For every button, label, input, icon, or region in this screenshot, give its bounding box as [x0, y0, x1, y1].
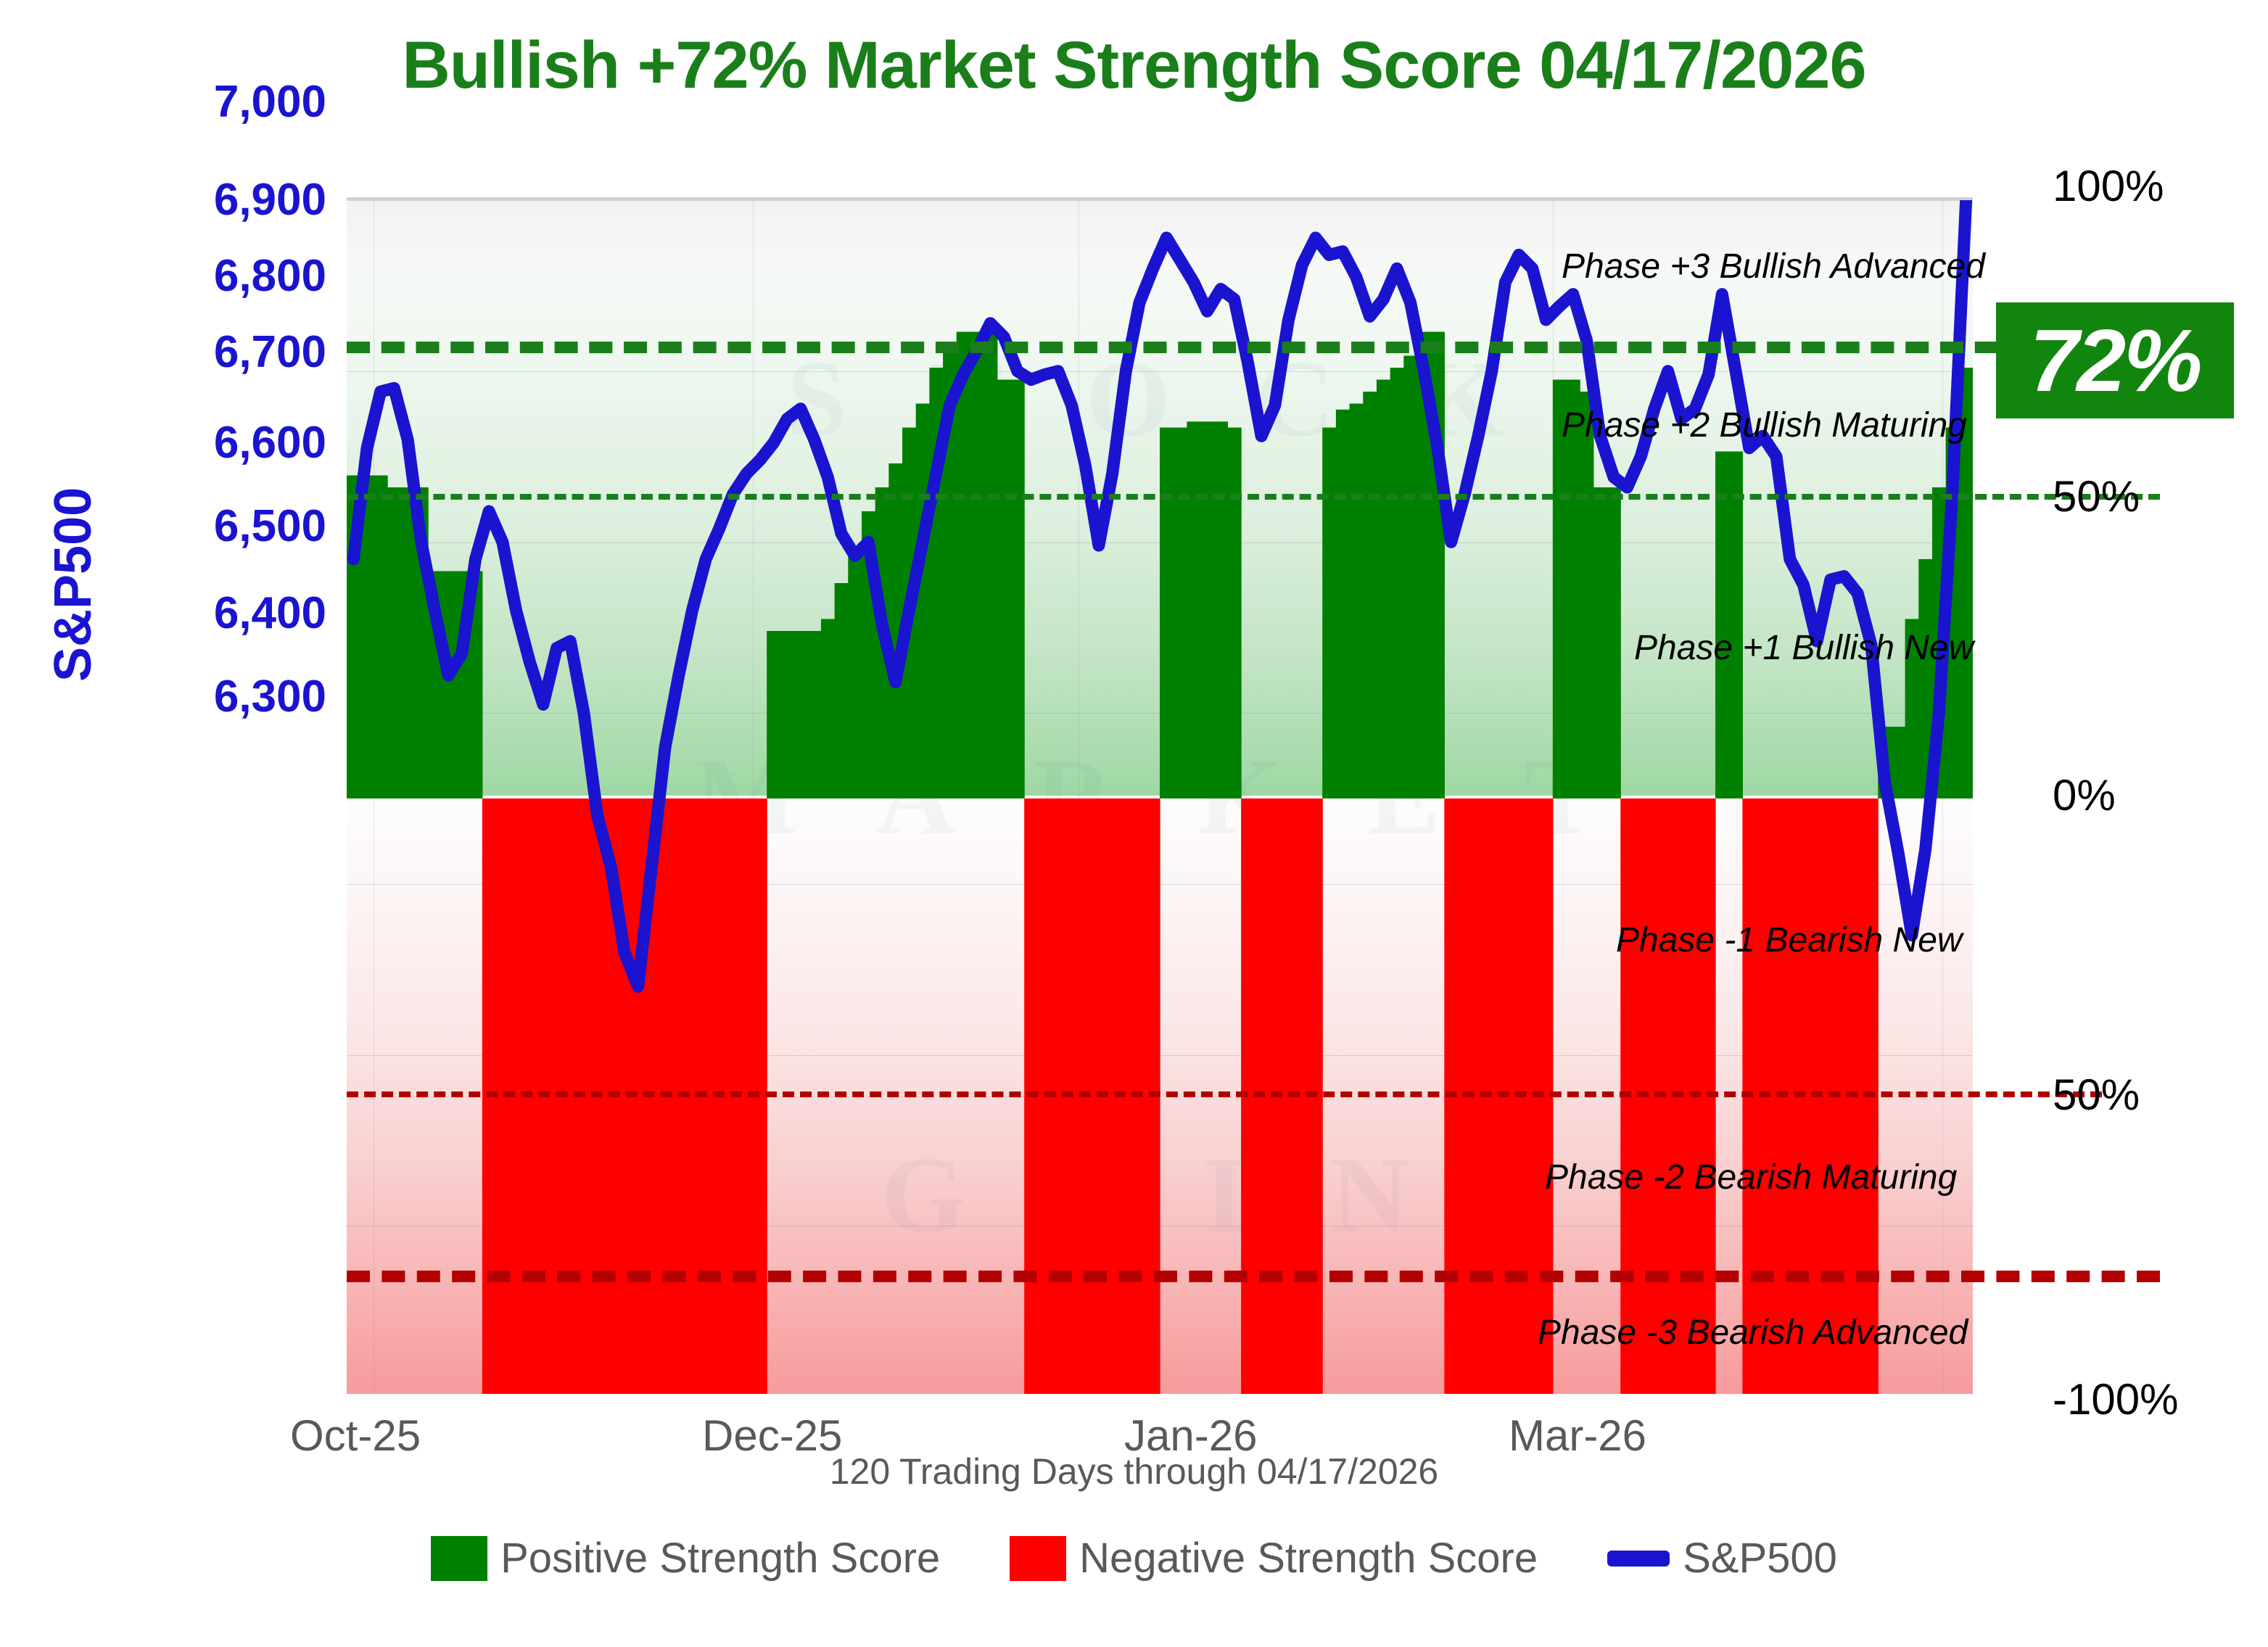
right-tick-3: 50% — [2053, 1070, 2140, 1119]
legend-swatch-positive — [431, 1535, 488, 1581]
left-tick-2: 6,800 — [213, 251, 326, 301]
bar — [387, 487, 402, 798]
bar — [915, 403, 930, 798]
bar — [1200, 421, 1215, 798]
bar — [1227, 427, 1242, 798]
phase-label-minus2: Phase -2 Bearish Maturing — [1545, 1158, 1958, 1197]
gridline-v — [753, 200, 754, 1394]
bar — [807, 631, 822, 798]
bar — [400, 487, 416, 798]
phase-label-plus2: Phase +2 Bullish Maturing — [1562, 406, 1967, 445]
bar — [1918, 559, 1933, 798]
bar — [441, 571, 456, 798]
bar — [1349, 403, 1364, 798]
bar — [1376, 379, 1391, 798]
bar — [1607, 487, 1621, 798]
right-tick-1: 50% — [2053, 472, 2140, 521]
right-tick-4: -100% — [2053, 1375, 2179, 1424]
bar — [943, 350, 957, 798]
phase-label-plus3: Phase +3 Bullish Advanced — [1562, 247, 1985, 286]
bar — [834, 583, 849, 798]
right-axis: 100% 50% 0% 50% -100% Market Strength Sc… — [2053, 0, 2268, 1647]
left-axis-title: S&P500 — [44, 487, 102, 682]
right-tick-2: 0% — [2053, 771, 2116, 820]
bar — [469, 571, 483, 798]
bar — [360, 475, 374, 798]
reference-line-phase-minus2 — [347, 1091, 2102, 1097]
page-title: Bullish +72% Market Strength Score 04/17… — [402, 28, 1866, 102]
chart-plot-area: S T O C K M A R K E T G A I N — [347, 197, 1973, 1394]
bar — [970, 331, 984, 798]
chart-series-svg — [347, 200, 1973, 1394]
left-tick-6: 6,400 — [213, 588, 326, 638]
legend-item-sp500: S&P500 — [1607, 1534, 1837, 1582]
legend-swatch-negative — [1010, 1535, 1067, 1581]
bar — [1552, 379, 1567, 798]
bar — [767, 631, 781, 798]
bar — [1187, 421, 1201, 798]
gridline-h — [347, 371, 1973, 372]
bar — [1728, 451, 1743, 798]
sp500-line — [347, 200, 1973, 993]
left-tick-5: 6,500 — [213, 501, 326, 551]
bar — [374, 475, 388, 798]
bar — [1173, 427, 1187, 798]
chart-legend: Positive Strength Score Negative Strengt… — [0, 1534, 2268, 1582]
bar — [1593, 487, 1608, 798]
bar — [1580, 392, 1594, 798]
bar — [793, 631, 808, 798]
bar — [1403, 355, 1418, 798]
bar — [820, 619, 836, 798]
legend-label-positive: Positive Strength Score — [500, 1535, 941, 1582]
bar — [1417, 331, 1432, 798]
bar — [1891, 727, 1906, 798]
x-axis-title: 120 Trading Days through 04/17/2026 — [829, 1451, 1439, 1492]
left-tick-1: 6,900 — [213, 175, 326, 225]
legend-swatch-sp500 — [1607, 1550, 1670, 1566]
x-tick-1: Dec-25 — [702, 1411, 843, 1460]
bar — [848, 547, 862, 798]
phase-label-plus1: Phase +1 Bullish New — [1634, 629, 1974, 667]
x-tick-0: Oct-25 — [290, 1411, 421, 1460]
left-tick-0: 7,000 — [213, 77, 326, 127]
bar — [1160, 427, 1174, 798]
bar — [997, 379, 1012, 798]
phase-label-minus3: Phase -3 Bearish Advanced — [1538, 1313, 1968, 1352]
left-tick-7: 6,300 — [213, 672, 326, 722]
bar — [1363, 392, 1377, 798]
legend-item-negative: Negative Strength Score — [1010, 1534, 1538, 1582]
bar — [1213, 421, 1229, 798]
legend-label-negative: Negative Strength Score — [1079, 1535, 1538, 1582]
bar — [1010, 379, 1025, 798]
status-badge: 72% — [1996, 302, 2234, 418]
phase-label-minus1: Phase -1 Bearish New — [1616, 921, 1963, 959]
bar — [1905, 619, 1919, 798]
bar — [780, 631, 795, 798]
bar — [1322, 427, 1337, 798]
reference-line-phase-plus2 — [347, 494, 2160, 500]
x-tick-2: Jan-26 — [1124, 1411, 1258, 1460]
bar — [888, 463, 903, 798]
left-tick-3: 6,700 — [213, 327, 326, 377]
bar — [956, 331, 971, 798]
gridline-h — [347, 200, 1973, 201]
bar — [1390, 368, 1404, 798]
reference-line-phase-plus3 — [347, 342, 2102, 353]
bar — [1566, 379, 1580, 798]
x-tick-3: Mar-26 — [1509, 1411, 1647, 1460]
strength-score-bars — [347, 331, 1973, 1394]
bar — [1715, 451, 1730, 798]
bar — [1335, 409, 1351, 798]
left-tick-4: 6,600 — [213, 418, 326, 468]
right-tick-0: 100% — [2053, 162, 2164, 210]
bar — [984, 331, 998, 798]
reference-line-phase-minus3 — [347, 1271, 2160, 1282]
legend-item-positive: Positive Strength Score — [431, 1534, 940, 1582]
legend-label-sp500: S&P500 — [1683, 1535, 1837, 1582]
left-axis: 7,000 6,900 6,800 6,700 6,600 6,500 6,40… — [0, 0, 326, 1647]
bar — [1959, 368, 1973, 798]
